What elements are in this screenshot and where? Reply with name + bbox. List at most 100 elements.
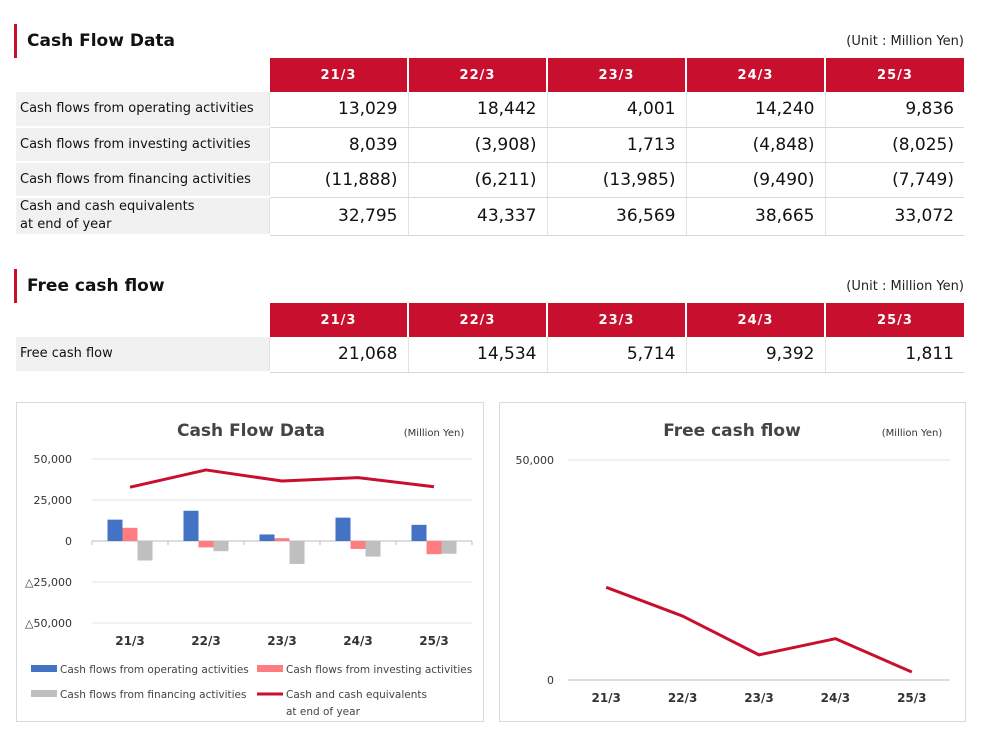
year-header: 21/3 xyxy=(268,303,408,337)
year-header: 24/3 xyxy=(685,58,825,92)
x-tick-label: 23/3 xyxy=(267,634,296,648)
value-cell: 43,337 xyxy=(407,197,547,236)
table-row: Cash flows from investing activities 8,0… xyxy=(16,127,964,163)
header-blank-cell xyxy=(16,303,269,337)
table-row: Cash flows from operating activities 13,… xyxy=(16,92,964,128)
value-cell: (3,908) xyxy=(407,127,547,163)
value-cell: 14,240 xyxy=(685,92,825,128)
free-cash-flow-section-title: Free cash flow xyxy=(14,269,165,303)
legend-swatch xyxy=(31,690,57,697)
free-cash-flow-table: 21/3 22/3 23/3 24/3 25/3 Free cash flow … xyxy=(16,303,964,373)
cash-flow-section-title: Cash Flow Data xyxy=(14,24,175,58)
legend-label: Cash flows from financing activities xyxy=(60,689,246,701)
y-tick-label: 0 xyxy=(65,535,72,548)
row-label: Cash flows from operating activities xyxy=(16,92,269,128)
chart-unit-label: (Million Yen) xyxy=(404,428,465,439)
row-label: Free cash flow xyxy=(16,337,269,373)
legend-label: Cash flows from investing activities xyxy=(286,664,472,676)
bar xyxy=(365,541,381,557)
value-cell: 1,713 xyxy=(546,127,686,163)
cash-equivalents-line xyxy=(129,468,435,489)
y-tick-label: 50,000 xyxy=(516,454,555,467)
bar xyxy=(122,527,138,541)
value-cell: (13,985) xyxy=(546,162,686,198)
value-cell: 8,039 xyxy=(268,127,408,163)
value-cell: (8,025) xyxy=(824,127,964,163)
bar xyxy=(426,541,442,555)
free-cash-flow-line xyxy=(605,585,913,674)
legend-swatch xyxy=(257,665,283,672)
x-tick-label: 24/3 xyxy=(343,634,372,648)
bar xyxy=(441,541,457,554)
x-tick-label: 21/3 xyxy=(115,634,144,648)
value-cell: (9,490) xyxy=(685,162,825,198)
value-cell: 38,665 xyxy=(685,197,825,236)
x-tick-label: 24/3 xyxy=(821,691,850,705)
value-cell: 32,795 xyxy=(268,197,408,236)
cash-flow-chart: Cash Flow Data (Million Yen) 50,000 25,00… xyxy=(25,421,473,718)
value-cell: 18,442 xyxy=(407,92,547,128)
table-row: Cash flows from financing activities (11… xyxy=(16,162,964,198)
value-cell: (7,749) xyxy=(824,162,964,198)
y-tick-label: 50,000 xyxy=(34,453,73,466)
bar xyxy=(289,541,305,564)
value-cell: 21,068 xyxy=(268,337,408,373)
free-cash-flow-unit-label: (Unit : Million Yen) xyxy=(846,279,964,294)
bar xyxy=(274,538,290,541)
table-header-row: 21/3 22/3 23/3 24/3 25/3 xyxy=(16,58,964,92)
value-cell: 9,836 xyxy=(824,92,964,128)
free-cash-flow-chart: Free cash flow (Million Yen) 50,000 0 21/… xyxy=(516,421,950,705)
value-cell: (11,888) xyxy=(268,162,408,198)
x-tick-label: 23/3 xyxy=(744,691,773,705)
chart-unit-label: (Million Yen) xyxy=(882,428,943,439)
cash-flow-unit-label: (Unit : Million Yen) xyxy=(846,34,964,49)
x-tick-label: 25/3 xyxy=(419,634,448,648)
cash-flow-chart-panel: Cash Flow Data (Million Yen) 50,000 25,00… xyxy=(16,402,484,722)
table-header-row: 21/3 22/3 23/3 24/3 25/3 xyxy=(16,303,964,337)
free-cash-flow-chart-panel: Free cash flow (Million Yen) 50,000 0 21/… xyxy=(499,402,966,722)
year-header: 25/3 xyxy=(824,58,964,92)
bar xyxy=(137,541,153,561)
bar xyxy=(411,524,427,541)
bar xyxy=(183,510,199,541)
value-cell: 4,001 xyxy=(546,92,686,128)
value-cell: 5,714 xyxy=(546,337,686,373)
table-row: Free cash flow 21,068 14,534 5,714 9,392… xyxy=(16,337,964,373)
bar xyxy=(335,517,351,541)
cash-flow-table: 21/3 22/3 23/3 24/3 25/3 Cash flows from… xyxy=(16,58,964,236)
year-header: 22/3 xyxy=(407,303,547,337)
x-tick-label: 25/3 xyxy=(897,691,926,705)
bar xyxy=(259,534,275,541)
value-cell: 14,534 xyxy=(407,337,547,373)
chart-title: Cash Flow Data xyxy=(177,421,325,441)
year-header: 25/3 xyxy=(824,303,964,337)
header-blank-cell xyxy=(16,58,269,92)
value-cell: 1,811 xyxy=(824,337,964,373)
y-tick-label: △25,000 xyxy=(25,576,72,589)
year-header: 23/3 xyxy=(546,58,686,92)
row-label: Cash flows from investing activities xyxy=(16,127,269,163)
bar xyxy=(213,541,229,552)
y-tick-label: 25,000 xyxy=(34,494,73,507)
x-tick-label: 21/3 xyxy=(591,691,620,705)
bar xyxy=(350,541,366,549)
x-tick-label: 22/3 xyxy=(191,634,220,648)
bar xyxy=(107,519,123,541)
x-tick-label: 22/3 xyxy=(668,691,697,705)
legend-label: Cash and cash equivalents xyxy=(286,689,427,701)
y-tick-label: △50,000 xyxy=(25,617,72,630)
row-label: Cash flows from financing activities xyxy=(16,162,269,198)
bar xyxy=(198,541,214,548)
value-cell: 13,029 xyxy=(268,92,408,128)
legend-swatch xyxy=(31,665,57,672)
year-header: 24/3 xyxy=(685,303,825,337)
year-header: 21/3 xyxy=(268,58,408,92)
value-cell: 33,072 xyxy=(824,197,964,236)
row-label: Cash and cash equivalents at end of year xyxy=(16,197,269,236)
value-cell: 9,392 xyxy=(685,337,825,373)
legend-label: at end of year xyxy=(286,706,361,718)
legend-label: Cash flows from operating activities xyxy=(60,664,249,676)
value-cell: (6,211) xyxy=(407,162,547,198)
chart-title: Free cash flow xyxy=(663,421,801,441)
value-cell: 36,569 xyxy=(546,197,686,236)
